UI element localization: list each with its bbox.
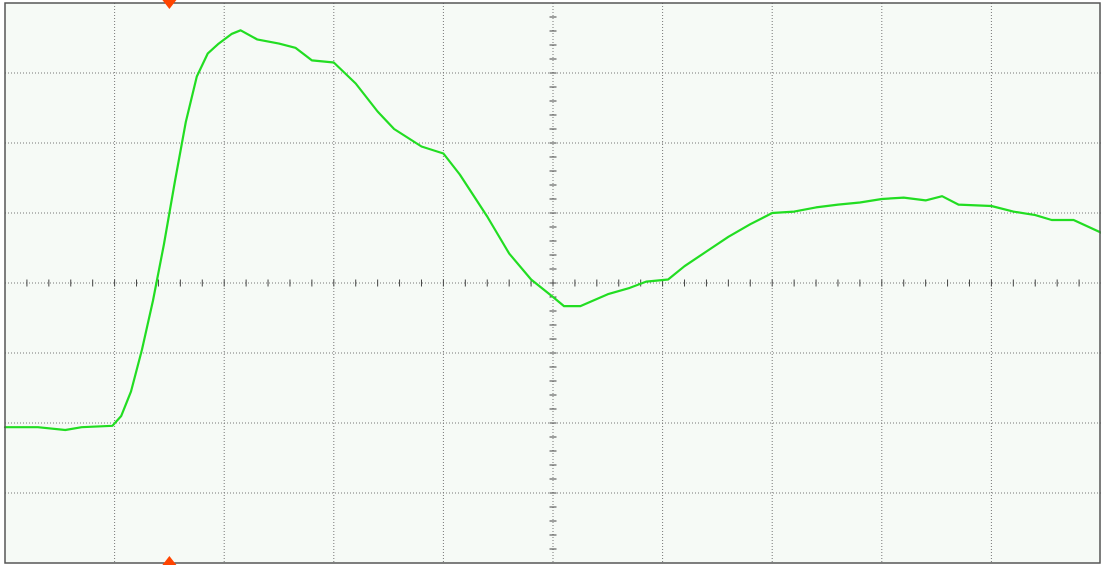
signal-trace [3,29,1101,432]
trigger-marker-bottom [162,556,177,565]
plot-border [4,2,1101,564]
trigger-marker-top [162,0,177,9]
